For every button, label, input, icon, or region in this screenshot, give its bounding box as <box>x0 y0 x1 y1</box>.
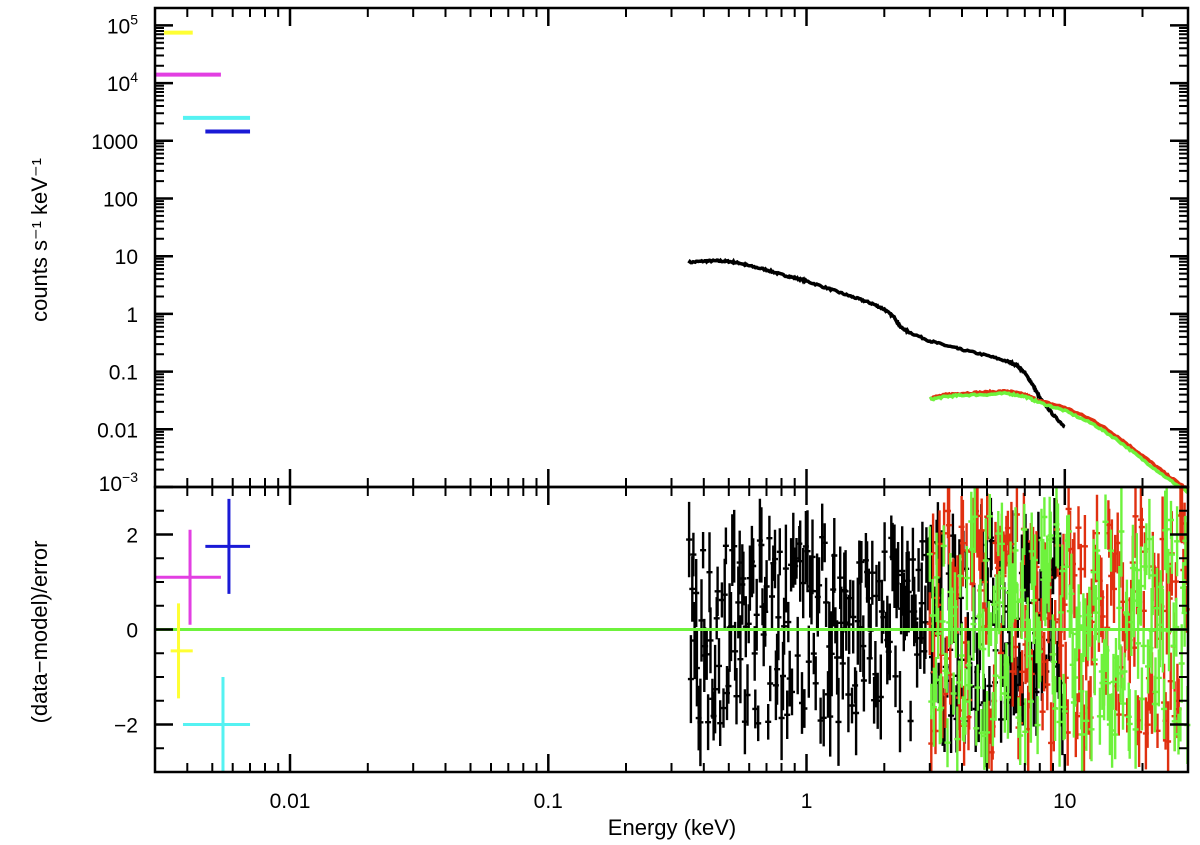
y-major-ticks-bottom <box>155 533 1188 726</box>
y-tick-label-top-8: 10−3 <box>99 469 139 496</box>
y-tick-label-bottom-0: −2 <box>114 715 138 738</box>
y-tick-label-bottom-2: 2 <box>126 525 138 548</box>
x-tick-label-1: 0.1 <box>534 790 563 813</box>
series-line-6 <box>928 390 1189 495</box>
y-axis-title-top: counts s⁻¹ keV⁻¹ <box>27 158 52 322</box>
y-tick-label-top-2: 1000 <box>91 131 138 154</box>
x-minor-ticks <box>154 8 1189 772</box>
x-major-ticks <box>288 8 1067 772</box>
residual-band-2 <box>926 487 1191 772</box>
axes-frames <box>153 6 1190 774</box>
residual-panel-data <box>155 487 1191 772</box>
spectrum-frame <box>153 6 1190 489</box>
y-tick-label-top-3: 100 <box>103 188 138 211</box>
y-axis-title-bottom: (data−model)/error <box>27 541 52 724</box>
y-major-ticks-top <box>155 24 1188 489</box>
axis-labels: counts s⁻¹ keV⁻¹ (data−model)/error Ener… <box>27 11 1076 840</box>
y-tick-label-bottom-1: 0 <box>126 620 138 643</box>
x-tick-label-3: 10 <box>1053 790 1076 813</box>
y-tick-label-top-4: 10 <box>115 246 138 269</box>
spectrum-panel-data <box>155 30 1190 495</box>
x-tick-label-0: 0.01 <box>270 790 311 813</box>
series-line-5 <box>929 388 1190 491</box>
y-tick-label-top-6: 0.1 <box>109 362 138 385</box>
y-minor-ticks-top <box>155 7 1188 471</box>
y-tick-label-top-5: 1 <box>126 304 138 327</box>
y-minor-ticks-bottom <box>155 486 1188 773</box>
x-axis-title: Energy (keV) <box>608 815 736 840</box>
y-tick-label-top-0: 105 <box>107 11 138 38</box>
x-tick-label-2: 1 <box>801 790 813 813</box>
y-tick-label-top-7: 0.01 <box>97 419 138 442</box>
series-line-4 <box>687 257 1066 429</box>
y-tick-label-top-1: 104 <box>107 69 138 96</box>
